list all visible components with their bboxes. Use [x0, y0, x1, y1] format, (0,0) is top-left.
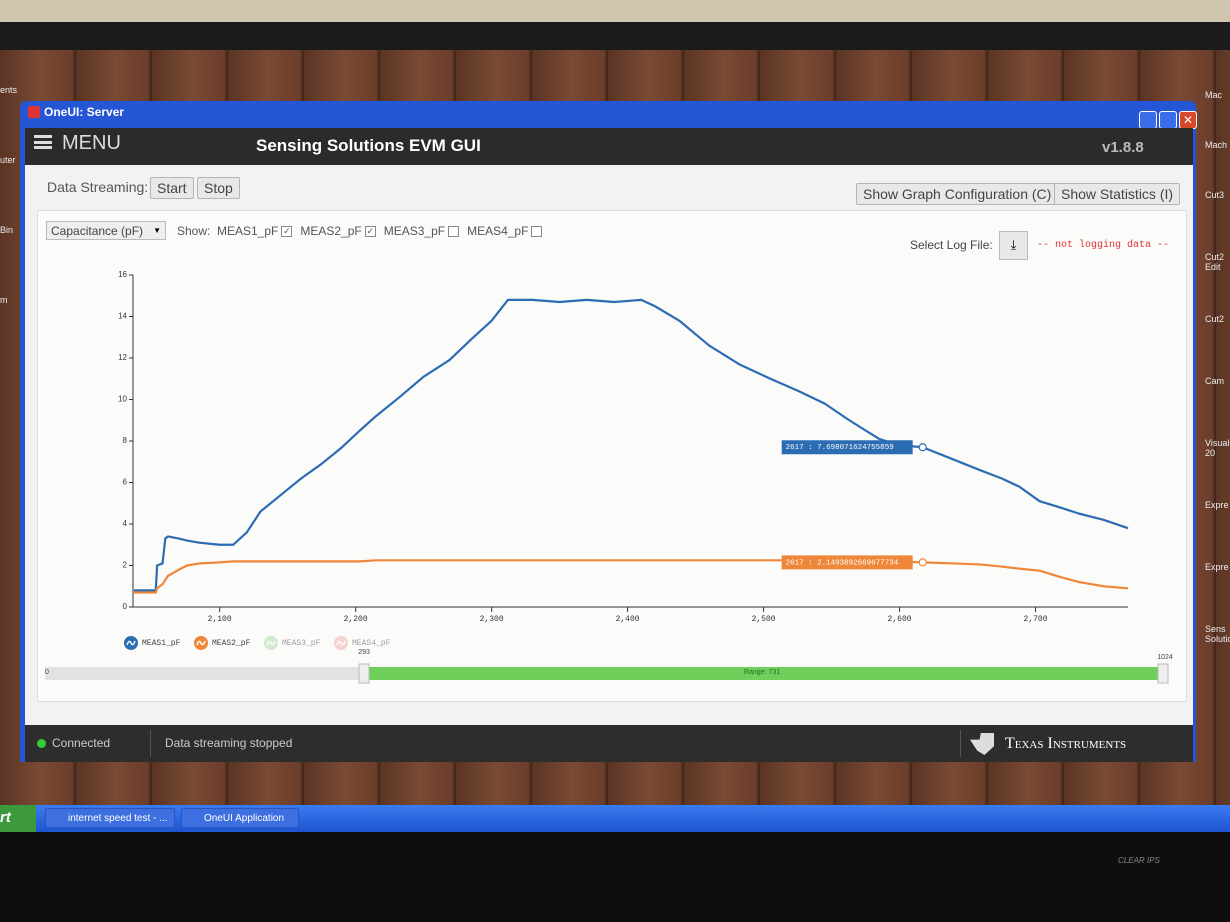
task-item[interactable]: internet speed test - ...	[45, 808, 175, 828]
status-message: Data streaming stopped	[165, 736, 293, 750]
graph-config-button[interactable]: Show Graph Configuration (C)	[856, 183, 1059, 205]
connection-status: Connected	[52, 736, 111, 750]
desktop-label: Cam	[1205, 376, 1225, 386]
task-items: internet speed test - ... OneUI Applicati…	[45, 808, 299, 828]
check-label: MEAS3_pF	[383, 224, 446, 238]
check-item: MEAS1_pF ✓	[217, 224, 293, 238]
bezel-brand: CLEAR IPS	[1118, 856, 1160, 865]
start-button[interactable]: rt	[0, 805, 36, 832]
app-icon	[28, 106, 40, 118]
log-status: -- not logging data --	[1037, 240, 1170, 251]
desktop-label: Bin	[0, 225, 14, 235]
bezel-bottom	[0, 832, 1230, 922]
task-item[interactable]: OneUI Application	[181, 808, 299, 828]
header	[25, 128, 1193, 165]
window-title: OneUI: Server	[44, 105, 125, 119]
version: v1.8.8	[1102, 139, 1144, 156]
desktop-label: Mac	[1205, 90, 1223, 100]
desktop-label: Expre	[1205, 500, 1229, 510]
desktop-label: uter	[0, 155, 16, 165]
divider	[960, 730, 961, 757]
start-button[interactable]: Start	[150, 177, 194, 199]
desktop-label: Cut2 Edit	[1205, 252, 1225, 272]
checkbox[interactable]	[531, 225, 543, 237]
maximize-button[interactable]	[1159, 111, 1177, 129]
streaming-label: Data Streaming:	[47, 179, 149, 195]
check-label: MEAS2_pF	[300, 224, 362, 238]
desktop-label: ents	[0, 85, 18, 95]
menu-icon[interactable]	[34, 135, 52, 149]
desktop-label: Cut2	[1205, 314, 1225, 324]
divider	[150, 730, 151, 757]
log-label: Select Log File:	[910, 238, 993, 252]
desktop-icons-right: Mac Mach Cut3 Cut2 Edit Cut2 Cam VisualC 20 Exp…	[1205, 90, 1230, 686]
show-label: Show:	[177, 224, 211, 238]
desktop-label: Cut3	[1205, 190, 1225, 200]
chart-panel	[37, 210, 1187, 702]
checkbox[interactable]: ✓	[281, 225, 293, 237]
desktop-label: Expre	[1205, 562, 1229, 572]
check-label: MEAS1_pF	[217, 224, 279, 238]
stop-button[interactable]: Stop	[197, 177, 240, 199]
statistics-button[interactable]: Show Statistics (I)	[1054, 183, 1181, 205]
check-item: MEAS2_pF ✓	[300, 224, 376, 238]
desktop-label: Sens Solution	[1205, 624, 1230, 644]
checkbox[interactable]: ✓	[364, 225, 376, 237]
status-bar	[25, 725, 1193, 762]
minimize-button[interactable]	[1139, 111, 1157, 129]
photo-top	[0, 0, 1230, 22]
desktop-label: VisualC 20	[1205, 438, 1230, 458]
log-button[interactable]: ⤓	[999, 231, 1028, 260]
desktop-label: m	[0, 295, 8, 305]
menu-label[interactable]: MENU	[62, 132, 121, 154]
connection-dot	[37, 739, 46, 748]
close-button[interactable]: ✕	[1179, 111, 1197, 129]
measure-label: Capacitance (pF)	[51, 224, 144, 238]
check-item: MEAS4_pF	[467, 224, 543, 238]
measure-select[interactable]: Capacitance (pF) ▼	[46, 221, 166, 240]
brand: Texas Instruments	[1005, 735, 1127, 752]
check-label: MEAS4_pF	[467, 224, 529, 238]
desktop-label: Mach	[1205, 140, 1228, 150]
desktop-icons-left: ents uter Bin m	[0, 85, 20, 365]
app-title: Sensing Solutions EVM GUI	[256, 136, 481, 155]
bezel-top	[0, 22, 1230, 50]
checkbox[interactable]	[448, 225, 460, 237]
checks: MEAS1_pF ✓ MEAS2_pF ✓ MEAS3_pF MEAS4_pF	[217, 224, 543, 238]
check-item: MEAS3_pF	[383, 224, 460, 238]
